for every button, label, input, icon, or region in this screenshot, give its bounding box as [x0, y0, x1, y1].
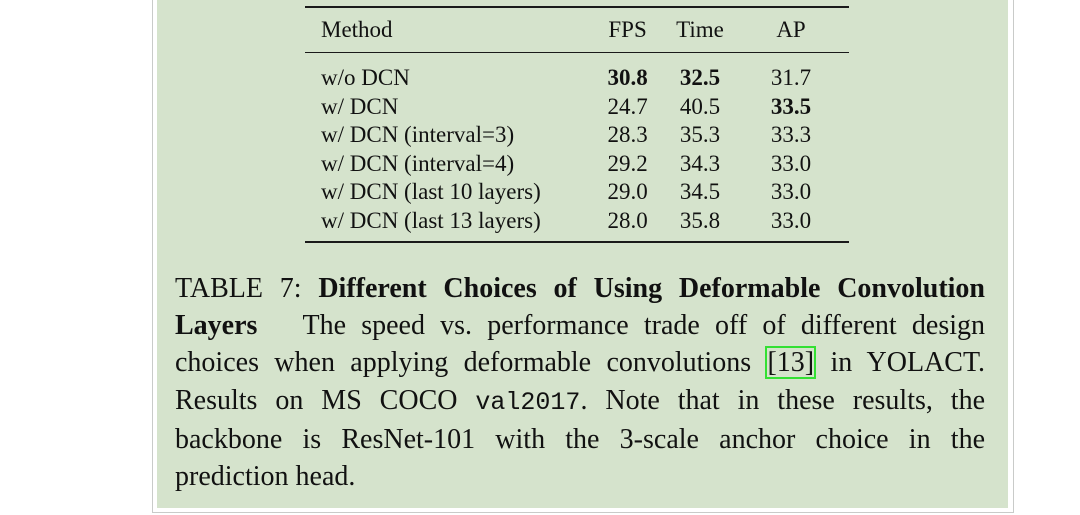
caption-text: The speed vs. performance trade off of d… — [175, 310, 985, 379]
table-row: w/ DCN 24.7 40.5 33.5 — [305, 93, 849, 122]
cell-method: w/ DCN — [321, 93, 399, 119]
caption-text-continued: in YOLACT. Results on MS COCO — [175, 347, 985, 416]
cell-time: 35.8 — [679, 207, 721, 233]
cell-time: 34.5 — [679, 179, 721, 205]
cell-ap: 33.5 — [770, 93, 812, 119]
table-row: w/o DCN 30.8 32.5 31.7 — [305, 53, 849, 93]
results-table: Method FPS Time AP w/o DCN 30.8 32.5 31.… — [305, 6, 849, 243]
header-time: Time — [676, 16, 724, 42]
table-row: w/ DCN (last 13 layers) 28.0 35.8 33.0 — [305, 207, 849, 242]
cell-fps: 28.0 — [607, 207, 648, 233]
cell-time: 34.3 — [679, 150, 721, 176]
highlight-panel — [157, 0, 1008, 508]
cell-method: w/ DCN (last 13 layers) — [321, 207, 541, 233]
cell-fps: 30.8 — [607, 65, 648, 90]
table-row: w/ DCN (interval=3) 28.3 35.3 33.3 — [305, 121, 849, 150]
table-header-row: Method FPS Time AP — [305, 7, 849, 53]
cell-ap: 31.7 — [770, 65, 812, 90]
cell-ap: 33.0 — [770, 179, 812, 205]
dataset-name: val2017 — [475, 387, 581, 417]
table-caption: TABLE 7: Different Choices of Using Defo… — [175, 270, 985, 495]
cell-ap: 33.0 — [770, 150, 812, 176]
table-row: w/ DCN (last 10 layers) 29.0 34.5 33.0 — [305, 178, 849, 207]
cell-fps: 29.0 — [607, 179, 648, 205]
cell-fps: 24.7 — [607, 93, 648, 119]
cell-method: w/ DCN (interval=3) — [321, 122, 515, 148]
caption-text-end: . Note that in these results, the backbo… — [175, 384, 985, 493]
cell-time: 40.5 — [679, 93, 721, 119]
cell-fps: 29.2 — [607, 150, 648, 176]
cell-ap: 33.0 — [770, 207, 812, 233]
citation-link[interactable]: [13] — [765, 346, 817, 380]
cell-ap: 33.3 — [770, 122, 812, 148]
cell-time: 35.3 — [679, 122, 721, 148]
table-row: w/ DCN (interval=4) 29.2 34.3 33.0 — [305, 150, 849, 179]
cell-method: w/ DCN (interval=4) — [321, 150, 515, 176]
cell-method: w/o DCN — [321, 65, 410, 90]
header-ap: AP — [776, 16, 806, 42]
cell-time: 32.5 — [679, 65, 721, 90]
cell-method: w/ DCN (last 10 layers) — [321, 179, 541, 205]
caption-label: TABLE 7: — [175, 273, 302, 304]
cell-fps: 28.3 — [607, 122, 648, 148]
header-method: Method — [321, 16, 393, 42]
header-fps: FPS — [608, 16, 647, 42]
caption-title: Different Choices of Using Deformable Co… — [175, 273, 986, 342]
